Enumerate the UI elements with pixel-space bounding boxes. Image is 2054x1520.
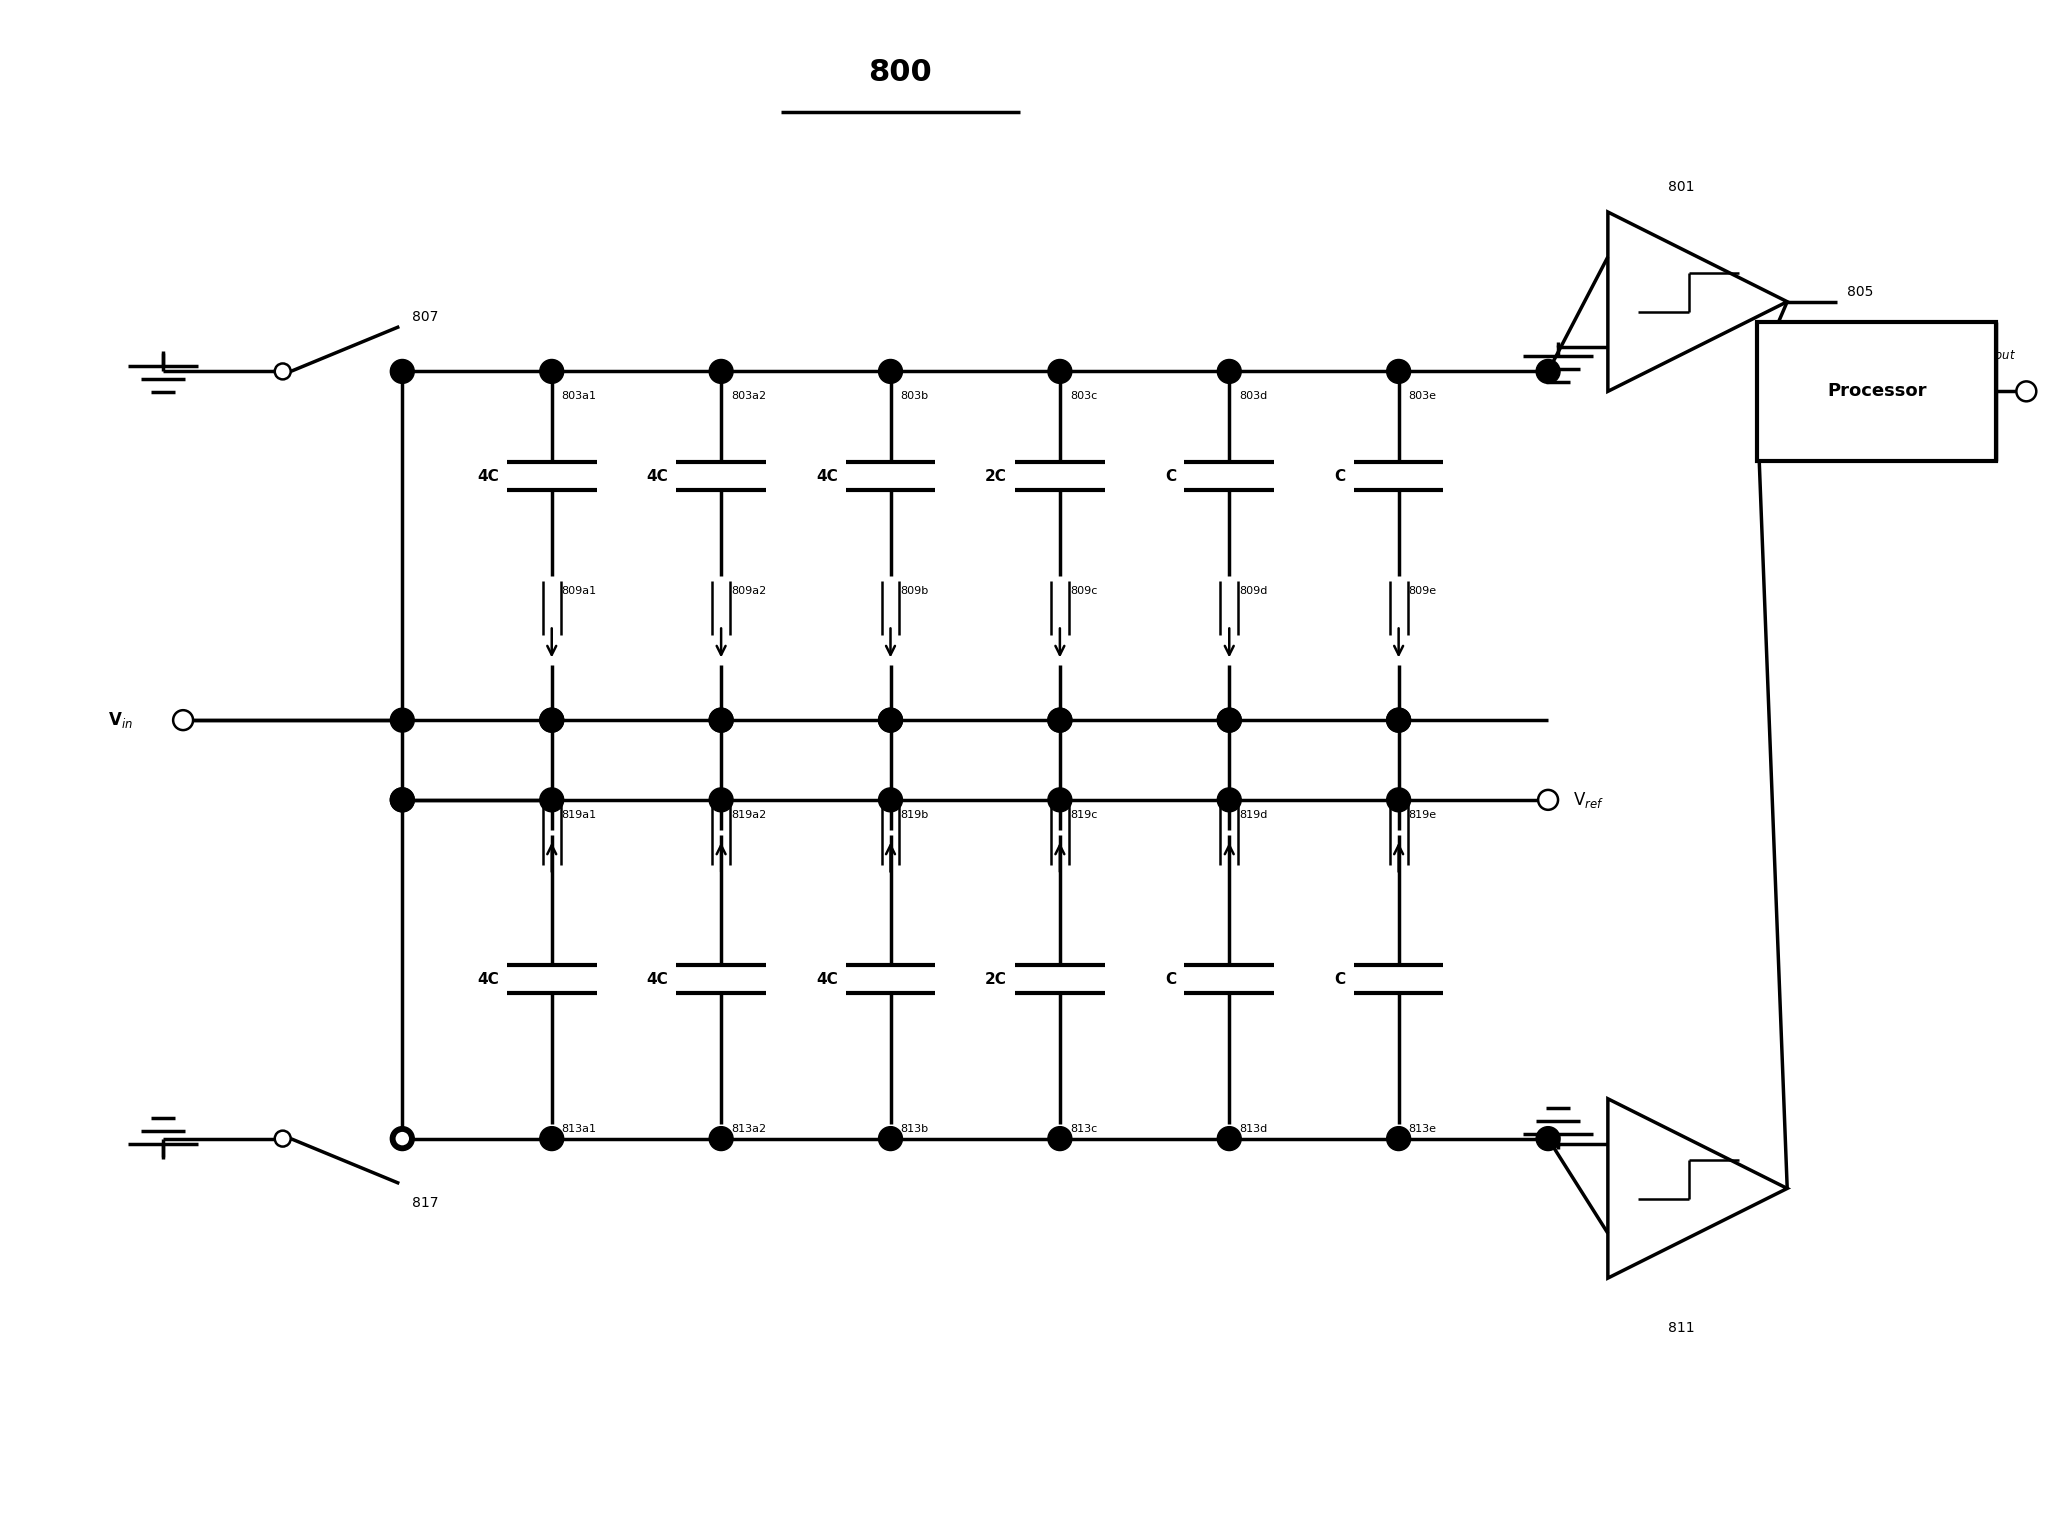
Text: 819a1: 819a1 xyxy=(561,810,598,819)
Circle shape xyxy=(1218,708,1241,733)
Circle shape xyxy=(390,787,415,812)
Text: 811: 811 xyxy=(1668,1321,1695,1335)
Circle shape xyxy=(1048,359,1072,383)
Text: 809e: 809e xyxy=(1409,585,1436,596)
Text: 813e: 813e xyxy=(1409,1123,1436,1134)
Text: 813c: 813c xyxy=(1070,1123,1097,1134)
Circle shape xyxy=(1386,787,1411,812)
Text: 813d: 813d xyxy=(1239,1123,1267,1134)
Text: 800: 800 xyxy=(869,58,933,87)
Circle shape xyxy=(879,708,902,733)
Text: 819d: 819d xyxy=(1239,810,1267,819)
Circle shape xyxy=(1538,790,1559,810)
Circle shape xyxy=(879,787,902,812)
Circle shape xyxy=(275,1131,292,1146)
Text: 809d: 809d xyxy=(1239,585,1267,596)
Text: 809a1: 809a1 xyxy=(561,585,598,596)
Text: 813a1: 813a1 xyxy=(561,1123,598,1134)
Circle shape xyxy=(540,359,563,383)
Text: 4C: 4C xyxy=(815,468,838,483)
Circle shape xyxy=(709,1126,733,1151)
Text: 803b: 803b xyxy=(900,391,928,401)
Circle shape xyxy=(540,708,563,733)
Text: C: C xyxy=(1165,468,1177,483)
Text: V$_{ref}$: V$_{ref}$ xyxy=(1573,790,1604,810)
Text: 819c: 819c xyxy=(1070,810,1097,819)
Text: 4C: 4C xyxy=(647,468,668,483)
Circle shape xyxy=(390,359,415,383)
Circle shape xyxy=(1048,787,1072,812)
Text: C: C xyxy=(1335,468,1345,483)
Text: 809a2: 809a2 xyxy=(731,585,766,596)
Text: C: C xyxy=(1165,971,1177,986)
Text: 809b: 809b xyxy=(900,585,928,596)
Text: 819e: 819e xyxy=(1409,810,1436,819)
Text: 803e: 803e xyxy=(1409,391,1436,401)
Text: V$_{out}$: V$_{out}$ xyxy=(1984,342,2017,362)
Circle shape xyxy=(709,708,733,733)
Circle shape xyxy=(540,787,563,812)
Circle shape xyxy=(1386,708,1411,733)
Circle shape xyxy=(390,708,415,733)
Circle shape xyxy=(879,1126,902,1151)
Circle shape xyxy=(879,359,902,383)
Circle shape xyxy=(390,1126,415,1151)
Circle shape xyxy=(1536,1126,1561,1151)
Text: V$_{in}$: V$_{in}$ xyxy=(109,710,134,730)
Circle shape xyxy=(394,1131,411,1146)
Text: 2C: 2C xyxy=(986,468,1006,483)
Circle shape xyxy=(275,363,292,380)
Text: 801: 801 xyxy=(1668,179,1695,195)
Circle shape xyxy=(1386,1126,1411,1151)
Text: 817: 817 xyxy=(413,1196,440,1210)
Circle shape xyxy=(1048,708,1072,733)
Text: 803a2: 803a2 xyxy=(731,391,766,401)
Circle shape xyxy=(390,787,415,812)
Text: 813a2: 813a2 xyxy=(731,1123,766,1134)
Circle shape xyxy=(709,708,733,733)
Text: 819a2: 819a2 xyxy=(731,810,766,819)
Text: 809c: 809c xyxy=(1070,585,1097,596)
Circle shape xyxy=(173,710,193,730)
Text: C: C xyxy=(1335,971,1345,986)
Circle shape xyxy=(2017,382,2036,401)
Circle shape xyxy=(1386,708,1411,733)
Circle shape xyxy=(1386,359,1411,383)
Circle shape xyxy=(709,787,733,812)
Text: 4C: 4C xyxy=(477,468,499,483)
Circle shape xyxy=(540,708,563,733)
Circle shape xyxy=(1218,787,1241,812)
Text: Processor: Processor xyxy=(1828,383,1927,400)
Text: 819b: 819b xyxy=(900,810,928,819)
Text: 813b: 813b xyxy=(900,1123,928,1134)
Circle shape xyxy=(1218,708,1241,733)
Circle shape xyxy=(540,1126,563,1151)
Circle shape xyxy=(1218,1126,1241,1151)
Circle shape xyxy=(1218,359,1241,383)
Text: 805: 805 xyxy=(1847,284,1873,299)
Text: 803d: 803d xyxy=(1239,391,1267,401)
Circle shape xyxy=(394,363,411,380)
Text: 4C: 4C xyxy=(647,971,668,986)
Text: 4C: 4C xyxy=(815,971,838,986)
Text: 803a1: 803a1 xyxy=(561,391,598,401)
Text: 2C: 2C xyxy=(986,971,1006,986)
Text: 807: 807 xyxy=(413,310,440,324)
Circle shape xyxy=(1048,708,1072,733)
Text: 803c: 803c xyxy=(1070,391,1097,401)
Circle shape xyxy=(1048,1126,1072,1151)
Text: 4C: 4C xyxy=(477,971,499,986)
Circle shape xyxy=(1536,359,1561,383)
Circle shape xyxy=(709,359,733,383)
Bar xyxy=(1758,322,1996,461)
Circle shape xyxy=(879,708,902,733)
